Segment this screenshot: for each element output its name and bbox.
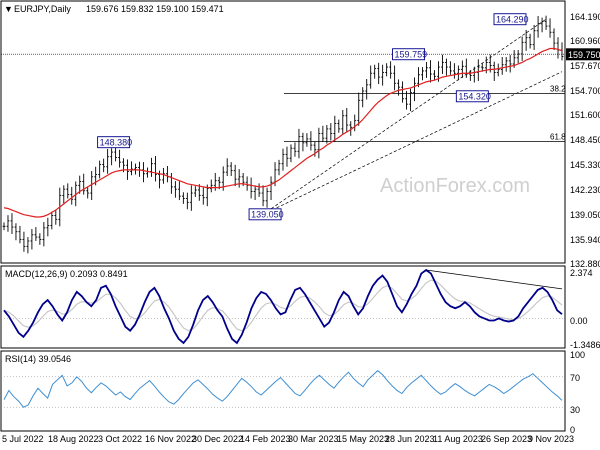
date-tick: 30 Mar 2023 xyxy=(288,434,339,444)
fib-level-label: 61.8 xyxy=(550,133,566,142)
price-y-tick: 160.960 xyxy=(570,36,600,46)
price-y-tick: 142.230 xyxy=(570,185,600,195)
rsi-y-tick: 100 xyxy=(570,350,585,360)
rsi-y-axis: 100 70 30 0 xyxy=(570,350,585,435)
date-tick: 5 Jul 2022 xyxy=(2,434,44,444)
date-x-axis: 5 Jul 2022 18 Aug 2022 3 Oct 2022 16 Nov… xyxy=(2,434,574,444)
moving-average-line xyxy=(3,47,563,218)
price-y-tick: 157.670 xyxy=(570,61,600,71)
current-price-label: 159.750 xyxy=(568,50,600,60)
macd-y-tick: 0.00 xyxy=(570,316,588,326)
price-y-tick: 132.880 xyxy=(570,259,600,269)
price-y-axis: 164.190 160.960 157.670 154.700 151.600 … xyxy=(570,12,600,269)
price-level-box xyxy=(392,48,426,61)
price-y-tick: 145.330 xyxy=(570,160,600,170)
price-y-tick: 151.600 xyxy=(570,110,600,120)
rsi-line xyxy=(3,370,563,408)
macd-header: MACD(12,26,9) 0.2093 0.8491 xyxy=(5,269,128,279)
date-tick: 15 May 2023 xyxy=(337,434,389,444)
macd-y-tick: 2.374 xyxy=(570,268,593,278)
date-tick: 14 Feb 2023 xyxy=(240,434,291,444)
date-tick: 9 Nov 2023 xyxy=(528,434,574,444)
date-tick: 26 Sep 2023 xyxy=(481,434,532,444)
date-tick: 30 Dec 2022 xyxy=(192,434,243,444)
chart-marks: 38.2 61.8 164.290 159.759 154.320 148.380 139.… xyxy=(1,13,600,408)
macd-y-tick: -1.3486 xyxy=(570,340,600,350)
price-y-tick: 164.190 xyxy=(570,12,600,22)
price-level-label: 139.050 xyxy=(251,210,284,220)
price-y-tick: 139.050 xyxy=(570,210,600,220)
macd-y-axis: 2.374 0.00 -1.3486 xyxy=(570,268,600,350)
rsi-y-tick: 30 xyxy=(570,405,580,415)
price-level-label: 154.320 xyxy=(458,91,491,101)
price-level-box xyxy=(97,136,131,149)
price-level-box xyxy=(493,13,527,26)
current-price-tag xyxy=(566,48,600,61)
date-tick: 11 Aug 2023 xyxy=(433,434,483,444)
price-level-box xyxy=(248,208,282,221)
macd-divergence-line xyxy=(426,269,563,290)
rsi-header: RSI(14) 39.0546 xyxy=(5,354,71,364)
price-level-label: 148.380 xyxy=(100,137,133,147)
price-panel xyxy=(0,0,566,264)
rsi-panel xyxy=(0,350,566,432)
watermark: ActionForex.com xyxy=(380,175,530,197)
price-header-symbol: EURJPY,Daily xyxy=(14,4,71,14)
price-level-box xyxy=(455,90,489,103)
macd-line xyxy=(3,268,563,345)
price-y-tick: 154.700 xyxy=(570,86,600,96)
trendline-lower xyxy=(262,71,563,215)
price-header-arrow: ▼ xyxy=(4,4,13,14)
price-y-tick: 148.450 xyxy=(570,135,600,145)
date-tick: 28 Jun 2023 xyxy=(385,434,435,444)
price-y-tick: 135.940 xyxy=(570,235,600,245)
fib-level-label: 38.2 xyxy=(550,84,566,93)
date-tick: 18 Aug 2022 xyxy=(48,434,99,444)
rsi-y-tick: 0 xyxy=(570,425,575,435)
date-tick: 16 Nov 2022 xyxy=(145,434,196,444)
price-level-label: 159.759 xyxy=(395,49,428,59)
trendline-upper xyxy=(262,18,547,215)
rsi-y-tick: 70 xyxy=(570,373,580,383)
date-tick: 3 Oct 2022 xyxy=(98,434,142,444)
macd-signal-line xyxy=(3,279,563,332)
price-header-ohlc: 159.676 159.832 159.100 159.471 xyxy=(86,4,224,14)
price-level-label: 164.290 xyxy=(496,14,529,24)
